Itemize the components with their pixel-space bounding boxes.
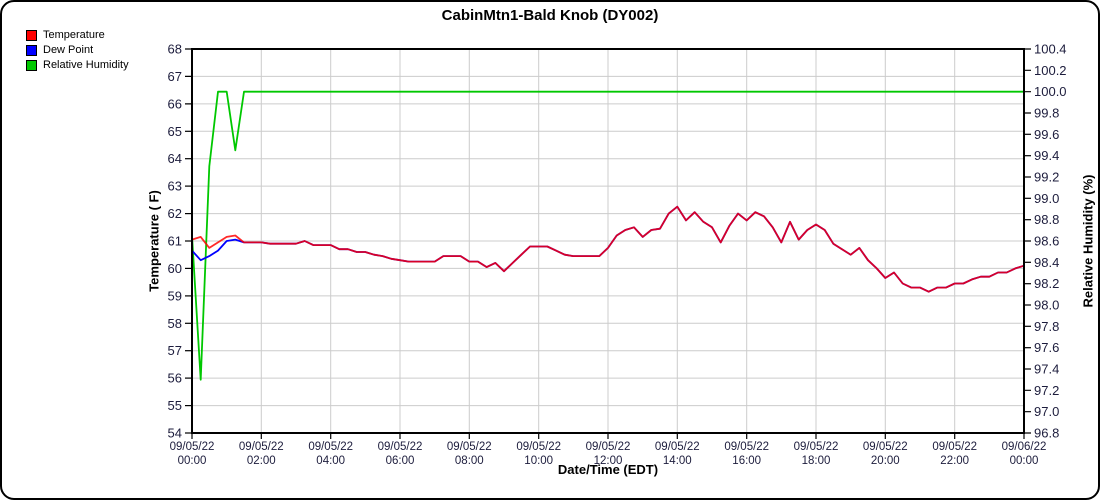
- svg-text:09/05/22: 09/05/22: [378, 441, 423, 453]
- svg-text:60: 60: [168, 261, 182, 276]
- svg-text:55: 55: [168, 398, 182, 413]
- svg-text:67: 67: [168, 69, 182, 84]
- temperature-line: [191, 205, 1025, 293]
- svg-text:04:00: 04:00: [316, 455, 345, 467]
- svg-text:61: 61: [168, 234, 182, 249]
- svg-text:09/06/22: 09/06/22: [1002, 441, 1047, 453]
- svg-text:09/05/22: 09/05/22: [932, 441, 977, 453]
- svg-text:09/05/22: 09/05/22: [586, 441, 631, 453]
- svg-text:66: 66: [168, 96, 182, 111]
- legend: Temperature Dew Point Relative Humidity: [26, 28, 129, 73]
- legend-swatch-icon: [26, 59, 37, 71]
- svg-text:54: 54: [168, 426, 182, 441]
- svg-text:98.2: 98.2: [1034, 276, 1059, 291]
- svg-text:09/05/22: 09/05/22: [170, 441, 215, 453]
- gridlines: [192, 49, 1024, 433]
- svg-text:99.0: 99.0: [1034, 191, 1059, 206]
- svg-text:00:00: 00:00: [178, 455, 207, 467]
- svg-text:97.6: 97.6: [1034, 340, 1059, 355]
- svg-text:68: 68: [168, 42, 182, 57]
- svg-text:96.8: 96.8: [1034, 426, 1059, 441]
- svg-text:62: 62: [168, 206, 182, 221]
- svg-text:99.6: 99.6: [1034, 127, 1059, 142]
- x-axis-title: Date/Time (EDT): [557, 462, 659, 477]
- svg-text:14:00: 14:00: [663, 455, 692, 467]
- relative-humidity-line: [191, 90, 1024, 381]
- svg-text:16:00: 16:00: [732, 455, 761, 467]
- svg-text:09/05/22: 09/05/22: [794, 441, 839, 453]
- svg-text:97.2: 97.2: [1034, 383, 1059, 398]
- svg-text:58: 58: [168, 316, 182, 331]
- svg-text:09/05/22: 09/05/22: [863, 441, 908, 453]
- svg-text:100.2: 100.2: [1034, 63, 1067, 78]
- svg-text:98.0: 98.0: [1034, 298, 1059, 313]
- svg-text:65: 65: [168, 124, 182, 139]
- svg-text:09/05/22: 09/05/22: [239, 441, 284, 453]
- svg-text:22:00: 22:00: [940, 455, 969, 467]
- svg-text:99.8: 99.8: [1034, 106, 1059, 121]
- svg-text:09/05/22: 09/05/22: [516, 441, 561, 453]
- svg-text:99.2: 99.2: [1034, 170, 1059, 185]
- svg-text:97.4: 97.4: [1034, 362, 1059, 377]
- svg-text:10:00: 10:00: [524, 455, 553, 467]
- legend-item: Dew Point: [26, 43, 129, 57]
- svg-text:100.4: 100.4: [1034, 42, 1067, 57]
- svg-text:98.8: 98.8: [1034, 212, 1059, 227]
- svg-text:18:00: 18:00: [802, 455, 831, 467]
- svg-text:08:00: 08:00: [455, 455, 484, 467]
- svg-text:97.8: 97.8: [1034, 319, 1059, 334]
- svg-text:09/05/22: 09/05/22: [308, 441, 353, 453]
- legend-item: Relative Humidity: [26, 58, 129, 72]
- svg-text:20:00: 20:00: [871, 455, 900, 467]
- svg-text:09/05/22: 09/05/22: [724, 441, 769, 453]
- svg-text:98.4: 98.4: [1034, 255, 1059, 270]
- svg-text:02:00: 02:00: [247, 455, 276, 467]
- svg-text:59: 59: [168, 288, 182, 303]
- svg-text:09/05/22: 09/05/22: [655, 441, 700, 453]
- svg-text:57: 57: [168, 343, 182, 358]
- svg-text:06:00: 06:00: [386, 455, 415, 467]
- svg-text:56: 56: [168, 371, 182, 386]
- chart-title: CabinMtn1-Bald Knob (DY002): [441, 7, 659, 24]
- svg-text:97.0: 97.0: [1034, 404, 1059, 419]
- svg-text:09/05/22: 09/05/22: [447, 441, 492, 453]
- legend-item: Temperature: [26, 28, 129, 42]
- svg-text:12:00: 12:00: [594, 455, 623, 467]
- svg-text:98.6: 98.6: [1034, 234, 1059, 249]
- svg-text:63: 63: [168, 179, 182, 194]
- svg-text:99.4: 99.4: [1034, 148, 1059, 163]
- svg-text:64: 64: [168, 151, 182, 166]
- legend-swatch-icon: [26, 29, 37, 41]
- series-lines: [191, 90, 1025, 381]
- legend-label: Relative Humidity: [43, 59, 129, 71]
- legend-label: Temperature: [43, 29, 105, 41]
- axis-ticks-and-labels: 54 55 56 57 58 59 60 61 62 63 64 65 66 67 68 96.8 97.0 97…: [168, 42, 1067, 468]
- legend-swatch-icon: [26, 44, 37, 56]
- svg-text:00:00: 00:00: [1010, 455, 1039, 467]
- svg-text:100.0: 100.0: [1034, 84, 1067, 99]
- legend-label: Dew Point: [43, 44, 94, 56]
